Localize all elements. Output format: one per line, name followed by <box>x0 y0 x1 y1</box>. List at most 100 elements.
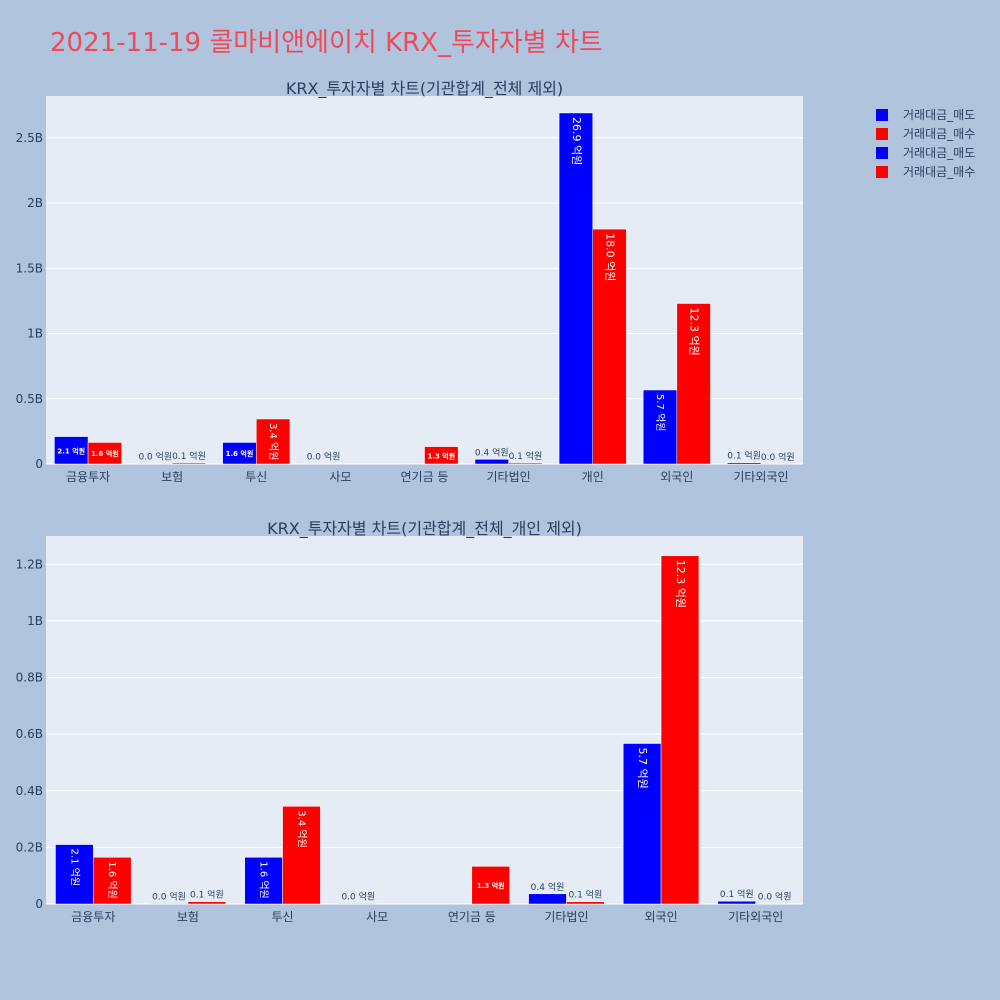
x-tick-label: 기타법인 <box>544 910 588 924</box>
bar-data-label: 0.0 억원 <box>758 891 792 903</box>
bar <box>256 418 291 465</box>
x-tick-label: 기타외국인 <box>733 470 788 484</box>
bar-data-label: 0.0 억원 <box>341 890 375 902</box>
bar-data-label: 5.7 억원 <box>654 394 666 431</box>
bar <box>471 866 510 905</box>
bar <box>528 893 567 905</box>
bar <box>87 442 122 465</box>
bar-data-label: 2.1 억원 <box>68 849 80 886</box>
bar-data-label: 0.0 억원 <box>138 451 172 463</box>
y-tick-label: 1B <box>27 614 43 628</box>
bar-data-label: 0.1 억원 <box>172 450 206 462</box>
bar <box>424 446 459 465</box>
legend-item[interactable]: 거래대금_매수 <box>876 162 975 181</box>
legend-swatch <box>876 108 888 121</box>
y-tick-label: 1.5B <box>16 261 43 275</box>
y-tick-label: 2.5B <box>16 131 43 145</box>
bar-data-label: 3.4 억원 <box>295 810 307 847</box>
x-tick-label: 사모 <box>329 470 351 484</box>
chart-title: KRX_투자자별 차트(기관합계_전체_개인 제외) <box>267 519 582 539</box>
x-tick-label: 투신 <box>245 470 267 484</box>
bar-data-label: 1.6 억원 <box>258 861 270 898</box>
x-tick-label: 연기금 등 <box>401 470 449 484</box>
bar <box>339 903 378 905</box>
legend-label: 거래대금_매수 <box>903 165 976 179</box>
legend-label: 거래대금_매수 <box>903 127 976 141</box>
legend-label: 거래대금_매도 <box>903 108 976 122</box>
x-tick-label: 금융투자 <box>66 470 110 484</box>
bar-data-label: 1.3 억원 <box>477 881 505 890</box>
bar <box>727 462 762 465</box>
bar <box>508 462 543 465</box>
bar-data-label: 0.0 억원 <box>307 451 341 463</box>
legend-swatch <box>876 165 888 178</box>
y-tick-label: 1.2B <box>16 557 43 571</box>
bar-data-label: 0.1 억원 <box>720 888 754 900</box>
bar-data-label: 0.1 억원 <box>190 889 224 901</box>
bar-data-label: 0.0 억원 <box>152 890 186 902</box>
x-tick-label: 보험 <box>177 910 199 924</box>
bar-data-label: 0.1 억원 <box>568 889 602 901</box>
bar-data-label: 1.6 억원 <box>91 449 119 458</box>
y-tick-label: 0.5B <box>16 392 43 406</box>
page-title: 2021-11-19 콜마비앤에이치 KRX_투자자별 차트 <box>50 28 603 58</box>
chart-panel-1: 0 0.5B 1B 1.5B 2B 2.5B KRX_투자자별 차트(기관합계_전체 제외)… <box>16 79 803 484</box>
x-tick-label: 기타법인 <box>487 470 531 484</box>
x-tick-label: 금융투자 <box>71 910 115 924</box>
bar <box>244 857 283 905</box>
x-tick-label: 연기금 등 <box>448 910 496 924</box>
x-tick-label: 기타외국인 <box>728 910 783 924</box>
bar-data-label: 18.0 억원 <box>604 233 617 281</box>
legend-item[interactable]: 거래대금_매도 <box>876 143 975 162</box>
bar-data-label: 12.3 억원 <box>674 560 687 608</box>
y-tick-label: 0 <box>35 897 43 911</box>
bar <box>54 436 89 465</box>
y-tick-label: 0.6B <box>16 727 43 741</box>
bar-data-label: 5.7 억원 <box>636 747 649 788</box>
bar-data-label: 0.1 억원 <box>509 450 543 462</box>
legend-swatch <box>876 146 888 159</box>
x-tick-label: 개인 <box>582 470 604 484</box>
bar-data-label: 0.4 억원 <box>475 446 509 458</box>
bar-data-label: 0.4 억원 <box>531 881 565 893</box>
bar <box>676 303 711 465</box>
bar <box>187 901 227 905</box>
y-tick-label: 1B <box>27 327 43 341</box>
legend-item[interactable]: 거래대금_매도 <box>876 105 975 124</box>
bar-data-label: 26.9 억원 <box>570 117 583 165</box>
bar <box>474 459 509 465</box>
bar <box>93 857 132 905</box>
bar <box>282 806 321 905</box>
x-tick-label: 보험 <box>161 470 183 484</box>
y-tick-label: 0.4B <box>16 784 43 798</box>
chart-title: KRX_투자자별 차트(기관합계_전체 제외) <box>286 79 563 99</box>
bar-data-label: 1.6 억원 <box>106 861 118 898</box>
bar <box>171 462 207 465</box>
bar-data-label: 0.0 억원 <box>761 451 795 463</box>
y-tick-label: 0 <box>35 457 43 471</box>
bar-data-label: 0.1 억원 <box>727 450 761 462</box>
legend[interactable]: 거래대금_매도 거래대금_매수 거래대금_매도 거래대금_매수 <box>876 105 975 181</box>
bar-data-label: 2.1 억원 <box>57 446 85 455</box>
y-tick-label: 2B <box>27 196 43 210</box>
bar <box>622 743 662 905</box>
bar-data-label: 12.3 억원 <box>688 307 701 355</box>
legend-label: 거래대금_매도 <box>903 146 976 160</box>
x-tick-label: 사모 <box>366 910 388 924</box>
bar <box>558 112 593 465</box>
chart-panel-2: 0 0.2B 0.4B 0.6B 0.8B 1B 1.2B KRX_투자자별 차트(기관합계_… <box>16 519 803 924</box>
bar <box>660 555 700 905</box>
bar <box>566 901 605 905</box>
y-tick-label: 0.8B <box>16 671 43 685</box>
x-tick-label: 투신 <box>272 910 294 924</box>
x-tick-label: 외국인 <box>660 470 693 484</box>
bar-data-label: 1.6 억원 <box>226 449 254 458</box>
bar <box>149 903 189 905</box>
x-tick-label: 외국인 <box>645 910 678 924</box>
bar <box>717 900 756 905</box>
bar <box>592 228 627 465</box>
legend-swatch <box>876 127 888 140</box>
bar-data-label: 1.3 억원 <box>427 451 455 460</box>
legend-item[interactable]: 거래대금_매수 <box>876 124 975 143</box>
